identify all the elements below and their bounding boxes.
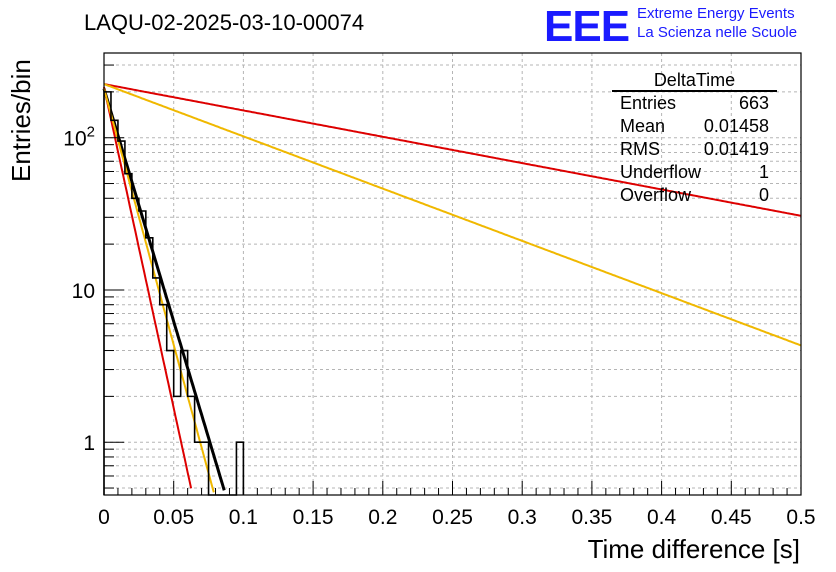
x-tick-label: 0.5 bbox=[786, 506, 815, 529]
logo-line-2: La Scienza nelle Scuole bbox=[637, 24, 798, 41]
stats-row-entries: Entries 663 bbox=[620, 93, 769, 113]
x-axis-label: Time difference [s] bbox=[587, 534, 800, 564]
x-tick-label: 0.3 bbox=[508, 506, 537, 529]
stats-box: DeltaTime Entries 663 Mean 0.01458 RMS 0.01… bbox=[612, 70, 777, 207]
x-tick-label: 0.05 bbox=[153, 506, 194, 529]
fit-curves bbox=[102, 83, 802, 493]
fit-line bbox=[103, 86, 193, 489]
x-tick-label: 0.25 bbox=[432, 506, 473, 529]
grid bbox=[104, 53, 801, 495]
fit-line bbox=[102, 88, 226, 491]
y-tick-label: 1 bbox=[83, 432, 95, 455]
y-axis-label: Entries/bin bbox=[6, 59, 36, 182]
eee-logo: EEE bbox=[544, 2, 630, 51]
x-tick-label: 0.35 bbox=[571, 506, 612, 529]
axis-ticks: 0 0.05 0.1 0.15 0.2 0.25 0.3 0.35 0.4 0.45 0.5 1 10 1… bbox=[63, 64, 816, 529]
logo-text: Extreme Energy Events La Scienza nelle S… bbox=[637, 4, 797, 42]
x-tick-label: 0.15 bbox=[293, 506, 334, 529]
stats-row-underflow: Underflow 1 bbox=[620, 162, 769, 182]
x-tick-label: 0.45 bbox=[711, 506, 752, 529]
fit-line bbox=[103, 83, 802, 347]
x-tick-label: 0.1 bbox=[229, 506, 258, 529]
y-tick-label: 102 bbox=[63, 124, 95, 151]
y-tick-label: 10 bbox=[72, 280, 95, 303]
logo-line-1: Extreme Energy Events bbox=[637, 5, 795, 22]
fit-line bbox=[103, 83, 802, 217]
stats-row-mean: Mean 0.01458 bbox=[620, 116, 769, 136]
chart-title: LAQU-02-2025-03-10-00074 bbox=[84, 10, 365, 35]
x-tick-label: 0 bbox=[98, 506, 110, 529]
stats-row-rms: RMS 0.01419 bbox=[620, 139, 769, 159]
stats-title: DeltaTime bbox=[612, 70, 777, 92]
fit-line bbox=[103, 88, 215, 493]
x-tick-label: 0.2 bbox=[368, 506, 397, 529]
stats-row-overflow: Overflow 0 bbox=[620, 185, 769, 205]
x-tick-label: 0.4 bbox=[647, 506, 677, 529]
